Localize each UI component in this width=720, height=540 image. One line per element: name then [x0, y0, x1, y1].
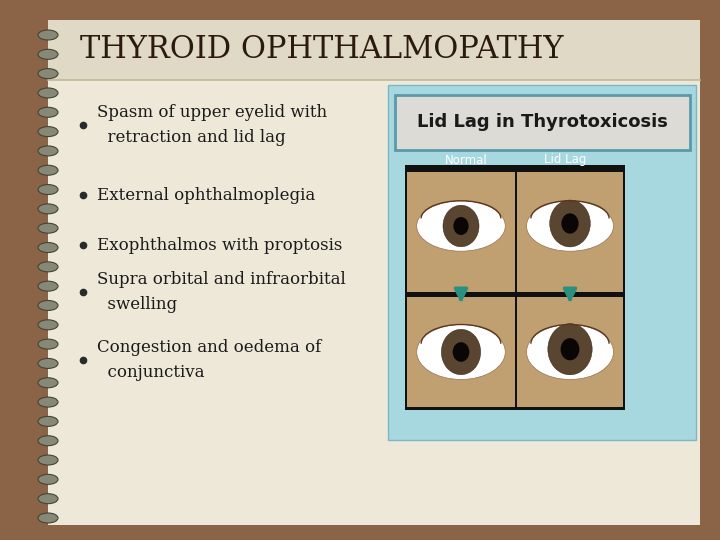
Ellipse shape	[38, 204, 58, 214]
Bar	[700, 0, 720, 540]
Ellipse shape	[38, 320, 58, 330]
Text: Congestion and oedema of
  conjunctiva: Congestion and oedema of conjunctiva	[97, 339, 321, 381]
Text: Normal: Normal	[445, 153, 487, 166]
Text: Supra orbital and infraorbital
  swelling: Supra orbital and infraorbital swelling	[97, 271, 346, 313]
Ellipse shape	[38, 513, 58, 523]
Text: Spasm of upper eyelid with
  retraction and lid lag: Spasm of upper eyelid with retraction an…	[97, 104, 327, 146]
Bar	[407, 297, 515, 407]
Ellipse shape	[549, 200, 590, 247]
Ellipse shape	[417, 325, 505, 380]
Ellipse shape	[38, 107, 58, 117]
Ellipse shape	[38, 30, 58, 40]
Ellipse shape	[38, 185, 58, 194]
Ellipse shape	[561, 338, 580, 360]
Bar	[395, 95, 690, 150]
Ellipse shape	[38, 281, 58, 291]
Ellipse shape	[38, 69, 58, 79]
Ellipse shape	[38, 359, 58, 368]
Text: External ophthalmoplegia: External ophthalmoplegia	[97, 186, 315, 204]
Ellipse shape	[38, 165, 58, 176]
Ellipse shape	[38, 223, 58, 233]
Ellipse shape	[38, 146, 58, 156]
Bar	[517, 172, 623, 292]
Ellipse shape	[38, 300, 58, 310]
Bar	[0, 525, 720, 540]
Bar	[517, 297, 623, 407]
Ellipse shape	[38, 339, 58, 349]
Ellipse shape	[526, 325, 613, 380]
Ellipse shape	[38, 49, 58, 59]
Ellipse shape	[441, 329, 481, 375]
Ellipse shape	[38, 242, 58, 253]
Ellipse shape	[38, 378, 58, 388]
Ellipse shape	[38, 416, 58, 427]
Ellipse shape	[443, 205, 479, 247]
Ellipse shape	[38, 494, 58, 504]
Ellipse shape	[417, 201, 505, 251]
Bar	[405, 165, 625, 410]
Ellipse shape	[548, 323, 592, 375]
Bar	[0, 0, 48, 540]
Bar	[0, 0, 720, 20]
Ellipse shape	[38, 436, 58, 446]
Text: Exophthalmos with proptosis: Exophthalmos with proptosis	[97, 237, 343, 253]
Text: Lid Lag: Lid Lag	[544, 153, 586, 166]
Bar	[48, 20, 700, 80]
Text: Lid Lag in Thyrotoxicosis: Lid Lag in Thyrotoxicosis	[417, 113, 667, 131]
Ellipse shape	[454, 217, 469, 235]
Ellipse shape	[526, 201, 613, 251]
Ellipse shape	[562, 213, 579, 234]
Text: THYROID OPHTHALMOPATHY: THYROID OPHTHALMOPATHY	[80, 35, 564, 65]
Ellipse shape	[38, 455, 58, 465]
Bar	[407, 172, 515, 292]
Ellipse shape	[38, 126, 58, 137]
Bar	[388, 85, 696, 440]
Ellipse shape	[38, 397, 58, 407]
Ellipse shape	[38, 474, 58, 484]
Ellipse shape	[38, 88, 58, 98]
Ellipse shape	[38, 262, 58, 272]
Ellipse shape	[453, 342, 469, 362]
